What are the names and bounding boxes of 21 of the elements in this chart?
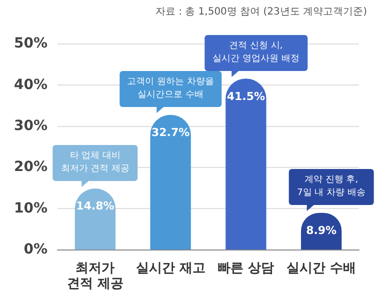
x-tick-label: 실시간 재고 — [136, 260, 206, 276]
annotation: 계약 진행 후, 7일 내 차량 배송 — [289, 169, 374, 206]
y-tick-label: 30% — [14, 118, 48, 134]
data-label: 8.9% — [306, 224, 337, 238]
text: 자료 : 총 1,500명 참여 (23년도 계약고객기준) — [155, 6, 368, 18]
y-tick-label: 50% — [14, 36, 48, 52]
annotation: 견적 신청 시, 실시간 영업사원 배정 — [204, 34, 308, 71]
x-tick-label: 최저가 견적 제공 — [66, 260, 124, 292]
x-tick-label: 실시간 수배 — [286, 260, 356, 276]
data-label: 32.7% — [151, 126, 190, 140]
y-tick-label: 10% — [14, 200, 48, 216]
y-tick-label: 0% — [24, 241, 48, 258]
annotation: 타 업체 대비 최저가 견적 제공 — [52, 144, 138, 181]
x-tick-label: 빠른 상담 — [218, 260, 274, 276]
annotation: 고객이 원하는 차량을 실시간으로 수배 — [119, 71, 222, 108]
y-tick-label: 20% — [14, 159, 48, 176]
bar — [150, 114, 191, 250]
bar — [226, 78, 266, 250]
y-tick-label: 40% — [14, 76, 48, 93]
data-label: 14.8% — [76, 200, 114, 213]
data-label: 41.5% — [226, 90, 266, 103]
